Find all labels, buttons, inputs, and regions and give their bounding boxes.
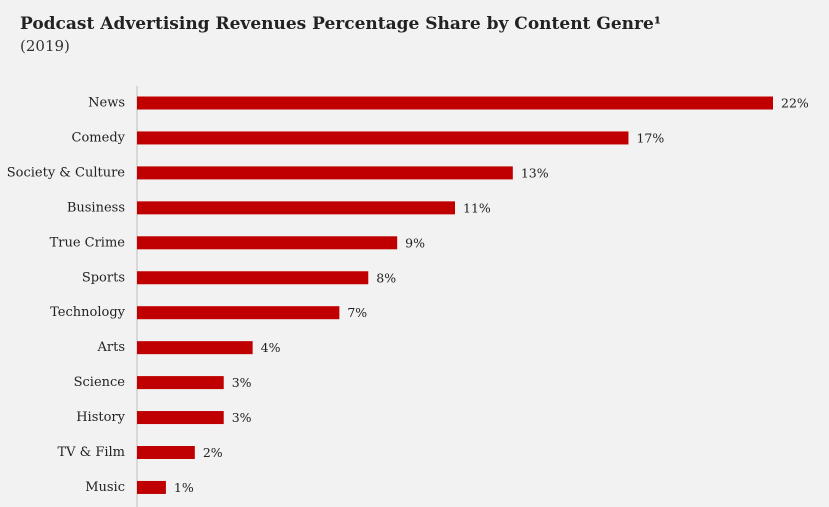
data-label: 1% <box>174 480 194 495</box>
data-label: 11% <box>463 200 491 215</box>
bar <box>137 271 369 285</box>
chart-subtitle: (2019) <box>20 37 70 55</box>
data-label: 3% <box>232 410 252 425</box>
bar <box>137 341 253 355</box>
category-label: Arts <box>97 340 126 355</box>
bar <box>137 411 224 425</box>
bar <box>137 166 513 180</box>
category-label: Sports <box>82 270 125 285</box>
bar <box>137 306 340 320</box>
data-label: 13% <box>521 165 549 180</box>
bar <box>137 236 398 250</box>
chart-title: Podcast Advertising Revenues Percentage … <box>20 14 662 34</box>
data-label: 4% <box>261 340 281 355</box>
category-label: Technology <box>50 305 126 320</box>
category-label: TV & Film <box>57 445 125 460</box>
data-label: 3% <box>232 375 252 390</box>
data-label: 2% <box>203 445 223 460</box>
bar <box>137 376 224 390</box>
category-label: History <box>76 410 125 425</box>
category-label: Business <box>67 200 125 215</box>
data-label: 22% <box>781 96 809 111</box>
category-label: Music <box>85 480 125 495</box>
data-label: 9% <box>405 235 425 250</box>
data-label: 7% <box>347 305 367 320</box>
data-label: 17% <box>636 130 664 145</box>
bar <box>137 96 773 110</box>
bar <box>137 131 629 145</box>
category-label: Comedy <box>72 130 126 145</box>
category-label: News <box>88 96 125 111</box>
data-label: 8% <box>376 270 396 285</box>
category-label: Society & Culture <box>7 165 126 180</box>
bar-group: News 22% Comedy 17% Society & Culture 13% Busi… <box>7 96 809 495</box>
bar <box>137 446 195 459</box>
bar <box>137 201 455 215</box>
bar <box>137 480 166 494</box>
category-label: True Crime <box>50 235 126 250</box>
category-label: Science <box>74 375 126 390</box>
